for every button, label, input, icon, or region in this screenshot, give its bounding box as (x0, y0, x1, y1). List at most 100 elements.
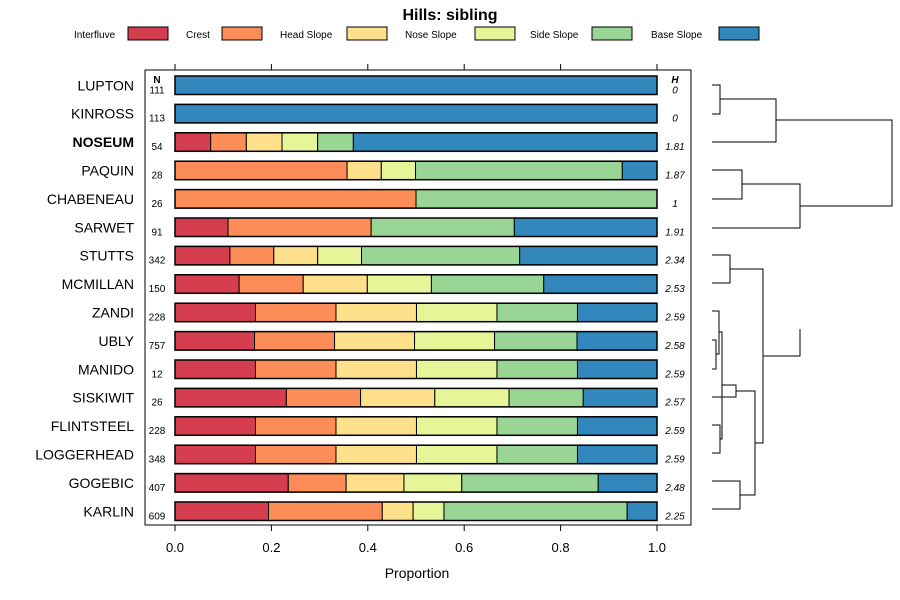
bar-rows: LUPTON 111 0 KINROSS 113 0 NOSEUM 54 1.81 PAQUIN 2… (35, 75, 685, 522)
bar-segment (254, 416, 337, 436)
bar-segment (174, 416, 256, 436)
bar-segment (496, 359, 578, 379)
legend-swatch (221, 26, 263, 41)
h-value: 2.59 (664, 454, 685, 465)
bar-segment (174, 444, 256, 465)
bar-segment (174, 331, 256, 351)
bar-segment (174, 75, 658, 95)
h-value: 1.87 (665, 170, 685, 181)
dendrogram-branch (712, 169, 743, 200)
dendrogram-branch (712, 84, 721, 115)
dendrogram-branch (712, 98, 777, 143)
bar-segment (415, 160, 623, 181)
legend: Interfluve Crest Head Slope Nose Slope Side … (74, 26, 760, 41)
h-value: 1 (672, 199, 678, 210)
h-value: 2.48 (664, 483, 685, 494)
x-tick-label: 0.0 (166, 540, 184, 555)
bar-segment (229, 245, 275, 266)
bar-segment (335, 416, 417, 436)
bar-outline (174, 472, 658, 493)
bar-outline (174, 188, 658, 209)
bar-segment (576, 302, 658, 323)
bar-segment (513, 217, 658, 237)
legend-label: Head Slope (280, 30, 333, 41)
bar-segment (508, 387, 584, 408)
row-label: KINROSS (71, 106, 134, 122)
n-column-header: N (153, 75, 160, 86)
bar-outline (174, 245, 658, 266)
bar-segment (317, 132, 354, 152)
x-tick-label: 0.6 (455, 540, 473, 555)
bar-segment (174, 473, 289, 493)
row-label: PAQUIN (81, 162, 134, 178)
legend-swatch (718, 26, 760, 41)
bar-segment (174, 359, 256, 379)
h-value: 2.59 (664, 426, 685, 437)
bar-outline (174, 330, 658, 351)
bar-outline (174, 359, 658, 380)
bar-segment (414, 331, 496, 351)
h-value: 2.58 (664, 341, 685, 352)
bar-segment (403, 473, 463, 493)
dendrogram-branch (712, 254, 731, 284)
row-label: UBLY (98, 333, 134, 349)
n-value: 228 (149, 312, 166, 323)
bar-segment (174, 103, 658, 124)
dendrogram (712, 84, 893, 510)
bar-segment (174, 274, 240, 294)
x-axis: 0.0 0.2 0.4 0.6 0.8 1.0 (166, 64, 666, 555)
bar-segment (576, 359, 658, 379)
bar-outline (174, 103, 658, 124)
h-value: 2.59 (664, 369, 685, 380)
row-label: LOGGERHEAD (35, 446, 134, 462)
bar-segment (496, 444, 578, 465)
n-value: 348 (149, 454, 166, 465)
bar-segment (345, 473, 405, 493)
n-value: 28 (151, 170, 163, 181)
bar-segment (430, 274, 545, 294)
n-value: 12 (151, 369, 163, 380)
legend-label: Interfluve (74, 30, 116, 41)
bar-segment (621, 160, 658, 181)
bar-segment (496, 302, 578, 323)
bar-segment (254, 359, 337, 379)
bar-segment (626, 501, 658, 521)
bar-outline (174, 160, 658, 181)
bar-segment (415, 302, 498, 323)
bar-segment (174, 387, 287, 408)
bar-segment (415, 416, 498, 436)
bar-segment (174, 189, 417, 209)
dendrogram-branch (763, 329, 801, 357)
n-value: 150 (149, 284, 166, 295)
h-value: 0 (672, 114, 678, 125)
bar-segment (281, 132, 319, 152)
bar-segment (317, 245, 363, 266)
legend-swatch (474, 26, 516, 41)
bar-segment (238, 274, 304, 294)
bar-segment (245, 132, 283, 152)
n-value: 26 (151, 199, 163, 210)
bar-segment (415, 359, 498, 379)
n-value: 54 (151, 142, 163, 153)
n-value: 111 (149, 85, 165, 96)
h-value: 2.34 (664, 256, 685, 267)
bar-segment (370, 217, 515, 237)
n-value: 228 (149, 426, 166, 437)
dendrogram-branch (736, 390, 756, 496)
h-column-header: H (671, 75, 679, 86)
h-value: 2.25 (664, 511, 685, 522)
dendrogram-branch (730, 268, 764, 444)
x-tick-label: 0.8 (552, 540, 570, 555)
bar-segment (174, 217, 229, 237)
row-label: KARLIN (83, 503, 134, 519)
bar-segment (461, 473, 599, 493)
bar-segment (597, 473, 658, 493)
legend-label: Crest (186, 30, 210, 41)
legend-label: Base Slope (651, 30, 703, 41)
h-value: 2.57 (664, 398, 685, 409)
row-label: MANIDO (78, 361, 134, 377)
bar-segment (174, 302, 256, 323)
row-label: NOSEUM (73, 134, 134, 150)
bar-segment (268, 501, 383, 521)
bar-segment (519, 245, 658, 266)
